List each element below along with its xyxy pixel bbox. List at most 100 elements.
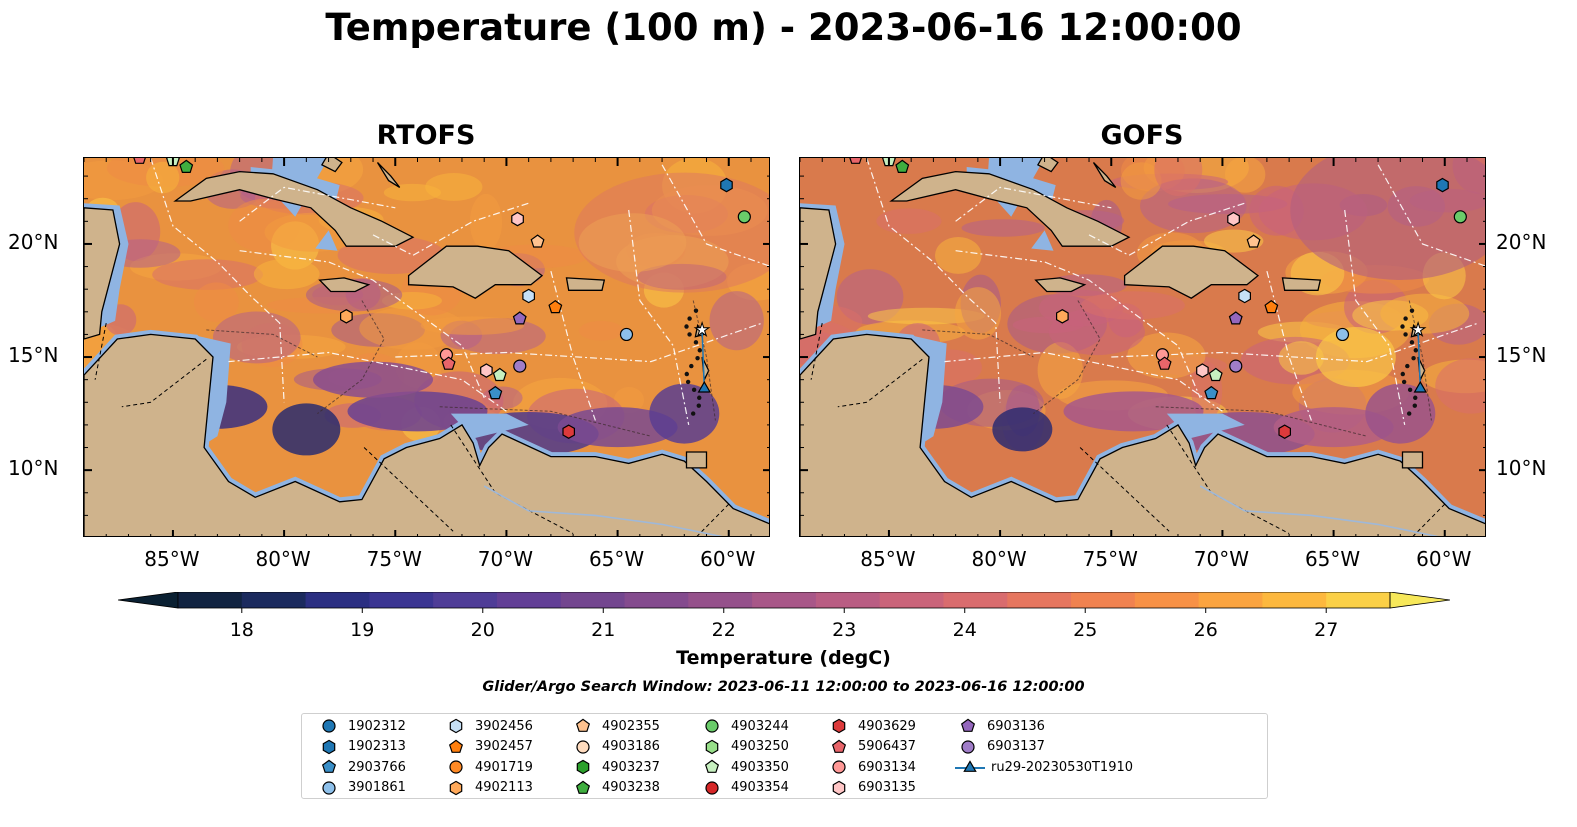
- pentagon-marker-icon: [575, 780, 591, 794]
- float-marker-4903244[interactable]: [737, 210, 751, 224]
- lat-tick-label: 20°N: [8, 229, 59, 254]
- panel-title-rtofs: RTOFS: [376, 120, 476, 151]
- colorbar-tick-label: 26: [1193, 619, 1218, 641]
- legend-label: 4903629: [858, 718, 916, 734]
- legend-item: 6903137: [955, 737, 1045, 757]
- float-marker-2903766[interactable]: [488, 385, 503, 400]
- lon-tick-label: 85°W: [860, 547, 916, 571]
- float-marker-4903629[interactable]: [1278, 424, 1291, 439]
- triangle-line-marker-icon: [955, 760, 985, 772]
- lon-tick-label: 65°W: [1304, 547, 1361, 571]
- float-marker-ru29-20230530T1910[interactable]: [697, 380, 712, 393]
- float-marker-5906437[interactable]: [441, 356, 456, 370]
- colorbar-tick-label: 19: [350, 619, 375, 641]
- float-marker-6903135[interactable]: [480, 363, 493, 378]
- legend-label: 4902355: [602, 718, 660, 734]
- legend-label: 4902113: [475, 780, 533, 795]
- legend-item: 2903766: [316, 757, 406, 777]
- float-marker-3901861[interactable]: [1335, 327, 1350, 342]
- float-marker-3902457[interactable]: [1264, 299, 1279, 314]
- float-marker-4902355[interactable]: [1246, 234, 1261, 248]
- hexagon-marker-icon: [832, 718, 846, 734]
- float-marker-4903629[interactable]: [562, 424, 575, 439]
- float-marker-5906437[interactable]: [133, 157, 146, 164]
- float-marker-6903135[interactable]: [1196, 363, 1209, 378]
- float-marker-1902313[interactable]: [1436, 177, 1449, 193]
- float-marker-6903135[interactable]: [1227, 211, 1240, 227]
- colorbar-tick-label: 27: [1314, 619, 1339, 641]
- colorbar-tick-label: 25: [1073, 619, 1098, 641]
- legend-label: 6903137: [987, 739, 1045, 754]
- legend-item: 4903250: [699, 737, 789, 757]
- legend-item: 4902355: [570, 716, 660, 736]
- float-marker-ru29-20230530T1910-end[interactable]: [1409, 321, 1427, 338]
- colorbar-tick-label: 23: [832, 619, 857, 641]
- float-marker-1902313[interactable]: [720, 177, 733, 193]
- lon-tick-label: 75°W: [1082, 547, 1138, 571]
- float-marker-3902456[interactable]: [522, 288, 535, 304]
- legend-label: 5906437: [858, 739, 916, 754]
- lat-tick-label: 20°N: [1496, 229, 1547, 254]
- colorbar-tick-label: 20: [470, 619, 495, 641]
- colorbar-tick-label: 21: [591, 619, 616, 641]
- legend-label: 4903186: [602, 739, 660, 754]
- legend-label: 6903135: [858, 780, 916, 795]
- float-marker-6903137[interactable]: [513, 359, 527, 373]
- panel-title-gofs: GOFS: [1100, 120, 1184, 151]
- float-marker-5906437[interactable]: [1157, 356, 1172, 370]
- float-marker-4903238[interactable]: [179, 159, 194, 173]
- lat-tick-label: 10°N: [8, 456, 59, 481]
- pentagon-marker-icon: [704, 759, 720, 773]
- legend-label: 4903354: [731, 780, 789, 795]
- float-marker-4903350[interactable]: [492, 367, 507, 382]
- float-marker-2903766[interactable]: [1204, 385, 1219, 400]
- float-marker-4903350[interactable]: [1208, 367, 1223, 382]
- map-panel-gofs[interactable]: [799, 157, 1486, 537]
- pentagon-marker-icon: [960, 718, 976, 732]
- float-marker-6903135[interactable]: [511, 211, 524, 227]
- legend-item: 4903244: [699, 716, 789, 736]
- circle-marker-icon: [961, 739, 975, 754]
- legend-label: 4903237: [602, 759, 660, 775]
- legend-item: 3902456: [443, 716, 533, 736]
- legend-label: 4903350: [731, 759, 789, 775]
- lat-tick-label: 15°N: [1496, 343, 1547, 368]
- colorbar: [118, 592, 1450, 613]
- float-marker-ru29-20230530T1910-end[interactable]: [693, 321, 711, 338]
- float-marker-3902457[interactable]: [548, 299, 563, 314]
- float-marker-5906437[interactable]: [849, 157, 862, 164]
- circle-marker-icon: [322, 780, 336, 795]
- legend-item: 4903237: [570, 757, 660, 777]
- float-marker-6903137[interactable]: [1229, 359, 1243, 373]
- hexagon-marker-icon: [322, 739, 336, 754]
- float-marker-4902113[interactable]: [340, 309, 353, 324]
- circle-marker-icon: [449, 760, 463, 774]
- colorbar-tick-label: 22: [711, 619, 736, 641]
- float-marker-4902355[interactable]: [530, 234, 545, 248]
- legend-label: 4903238: [602, 780, 660, 795]
- float-marker-4903238[interactable]: [895, 159, 910, 173]
- lon-tick-label: 65°W: [588, 547, 645, 571]
- float-marker-3901861[interactable]: [619, 327, 634, 342]
- legend-item: 4903629: [826, 716, 916, 736]
- float-marker-4902113[interactable]: [1056, 309, 1069, 324]
- legend-label: 3902456: [475, 718, 533, 734]
- search-window-text: Glider/Argo Search Window: 2023-06-11 12…: [482, 679, 1085, 695]
- lon-tick-label: 60°W: [700, 547, 756, 571]
- lon-tick-label: 70°W: [1193, 547, 1250, 571]
- float-marker-4903244[interactable]: [1453, 210, 1467, 224]
- legend-item: 4903238: [570, 778, 660, 798]
- float-marker-3902456[interactable]: [1238, 288, 1251, 304]
- legend-label: 2903766: [348, 759, 406, 775]
- circle-marker-icon: [322, 719, 336, 733]
- map-panel-rtofs[interactable]: [83, 157, 770, 537]
- float-marker-6903136[interactable]: [1228, 311, 1243, 325]
- legend-item: 4903186: [570, 737, 660, 757]
- float-marker-6903136[interactable]: [512, 311, 527, 325]
- legend-label: 4901719: [475, 759, 533, 775]
- float-marker-ru29-20230530T1910[interactable]: [1413, 380, 1428, 393]
- legend-item: 5906437: [826, 737, 916, 757]
- legend-label: 1902313: [348, 739, 406, 754]
- pentagon-marker-icon: [831, 739, 847, 753]
- pentagon-marker-icon: [321, 759, 337, 773]
